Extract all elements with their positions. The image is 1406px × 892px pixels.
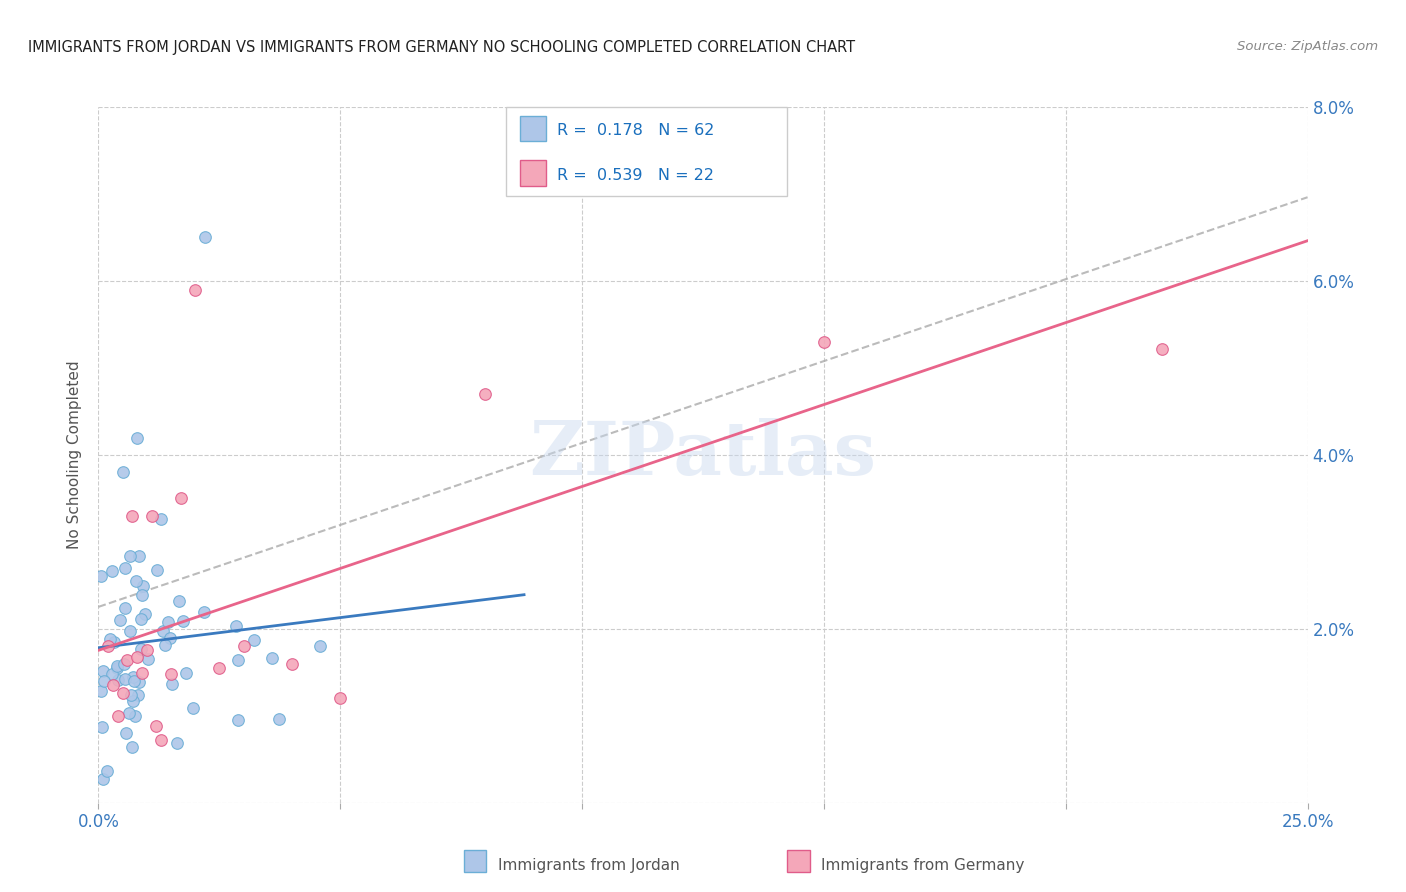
Point (149, 512, 172, 526)
Y-axis label: No Schooling Completed: No Schooling Completed (67, 360, 83, 549)
Point (111, 686, 134, 700)
Point (124, 709, 146, 723)
Point (91, 720, 114, 734)
Point (114, 560, 136, 574)
Text: ZIPatlas: ZIPatlas (530, 418, 876, 491)
Point (101, 678, 124, 692)
Point (100, 667, 122, 681)
Point (226, 653, 249, 667)
Point (128, 674, 150, 689)
Point (131, 588, 153, 602)
Point (262, 650, 284, 665)
Point (225, 619, 247, 633)
Point (309, 639, 332, 653)
Point (134, 607, 156, 621)
Point (131, 612, 153, 626)
Point (107, 673, 129, 687)
Point (128, 549, 150, 563)
Point (131, 665, 153, 680)
Point (117, 653, 139, 667)
Text: IMMIGRANTS FROM JORDAN VS IMMIGRANTS FROM GERMANY NO SCHOOLING COMPLETED CORRELA: IMMIGRANTS FROM JORDAN VS IMMIGRANTS FRO… (28, 40, 855, 55)
Point (172, 614, 194, 628)
Point (101, 564, 124, 578)
Point (112, 657, 135, 672)
Point (122, 670, 145, 684)
Point (184, 283, 207, 297)
Point (136, 652, 159, 666)
Point (166, 736, 188, 750)
Point (329, 691, 352, 706)
Point (91, 772, 114, 787)
Point (97, 639, 120, 653)
Text: Immigrants from Germany: Immigrants from Germany (821, 858, 1025, 872)
Text: Immigrants from Jordan: Immigrants from Jordan (498, 858, 679, 872)
Point (122, 694, 145, 708)
Point (181, 700, 204, 714)
Point (132, 579, 155, 593)
Point (141, 508, 163, 523)
Point (135, 642, 157, 657)
Point (118, 706, 141, 720)
Text: Source: ZipAtlas.com: Source: ZipAtlas.com (1237, 40, 1378, 54)
Point (118, 549, 141, 563)
Point (127, 430, 149, 444)
Point (91, 664, 114, 678)
Point (107, 708, 129, 723)
Point (152, 624, 174, 639)
Point (1152, 342, 1174, 356)
Text: R =  0.178   N = 62: R = 0.178 N = 62 (557, 123, 714, 138)
Point (105, 661, 128, 675)
Point (145, 718, 167, 732)
Point (110, 613, 132, 627)
Point (474, 387, 496, 401)
Point (169, 491, 191, 506)
Point (115, 726, 138, 740)
Point (267, 712, 290, 726)
Point (159, 631, 181, 645)
Point (111, 466, 134, 480)
Point (194, 230, 217, 244)
Point (103, 635, 125, 649)
Point (156, 615, 179, 629)
Point (114, 600, 136, 615)
Point (281, 657, 304, 671)
Point (131, 642, 153, 657)
Point (127, 689, 149, 703)
Point (167, 593, 190, 607)
Point (193, 605, 215, 619)
Point (208, 661, 231, 675)
Point (160, 677, 183, 691)
Point (96, 764, 118, 778)
Point (146, 564, 169, 578)
Point (226, 714, 249, 728)
Point (153, 638, 176, 652)
Text: R =  0.539   N = 22: R = 0.539 N = 22 (557, 168, 714, 183)
Point (150, 733, 173, 747)
Point (232, 639, 254, 653)
Point (125, 574, 148, 588)
Point (90, 569, 112, 583)
Point (160, 667, 183, 681)
Point (93, 673, 115, 688)
Point (120, 688, 142, 702)
Point (105, 659, 128, 673)
Point (121, 508, 143, 523)
Point (242, 633, 264, 648)
Point (174, 665, 197, 680)
Point (90, 684, 112, 698)
Point (114, 672, 136, 686)
Point (121, 740, 143, 755)
Point (813, 334, 835, 349)
Point (98, 632, 121, 646)
Point (120, 624, 142, 638)
Point (127, 650, 149, 665)
Point (122, 673, 145, 688)
